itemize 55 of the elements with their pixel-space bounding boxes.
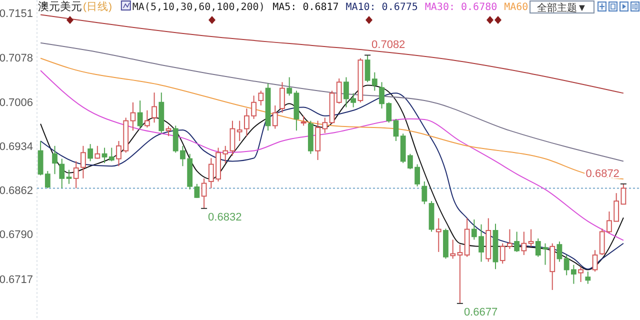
y-tick-label: 0.7006 bbox=[0, 96, 33, 109]
y-tick-label: 0.7151 bbox=[0, 8, 33, 20]
candlestick bbox=[364, 54, 370, 83]
y-tick-label: 0.6717 bbox=[0, 274, 33, 286]
candlestick bbox=[201, 178, 207, 209]
y-tick-label: 0.7078 bbox=[0, 52, 33, 65]
candlestick bbox=[230, 120, 236, 156]
candlestick bbox=[59, 158, 65, 189]
line-series bbox=[40, 70, 624, 241]
candlestick bbox=[102, 147, 108, 164]
candlestick bbox=[144, 110, 150, 128]
candlestick bbox=[137, 100, 143, 130]
candlestick bbox=[556, 241, 562, 262]
annotation: 0.6677 bbox=[464, 306, 498, 318]
text: MA5: 0.6817 bbox=[272, 2, 339, 13]
annotation: 全部主题▼ bbox=[537, 2, 587, 14]
line-series bbox=[40, 14, 624, 94]
candlestick bbox=[372, 72, 378, 92]
candlestick bbox=[272, 104, 278, 130]
candlestick bbox=[585, 271, 591, 284]
candlestick bbox=[422, 180, 428, 205]
candlestick bbox=[578, 266, 584, 282]
text: MA10: 0.6775 bbox=[346, 2, 418, 13]
chart-subtitle: (日线) bbox=[83, 0, 112, 13]
candlestick bbox=[166, 126, 172, 137]
candlestick bbox=[592, 250, 598, 272]
y-tick-label: 0.6790 bbox=[0, 229, 33, 242]
y-tick-label: 0.6934 bbox=[0, 140, 33, 153]
candlestick bbox=[286, 76, 292, 96]
candlestick bbox=[88, 144, 94, 162]
candlestick bbox=[152, 92, 157, 124]
line-series bbox=[40, 58, 624, 180]
candlestick bbox=[521, 231, 527, 256]
chart-title: 澳元美元 bbox=[38, 0, 82, 13]
annotation: 0.6832 bbox=[208, 211, 242, 224]
annotation: MA(5,10,30,60,100,200) bbox=[132, 2, 265, 13]
candlestick bbox=[258, 90, 264, 106]
candlestick bbox=[236, 120, 242, 142]
candlestick bbox=[280, 82, 285, 114]
candlestick bbox=[94, 145, 100, 160]
candlestick bbox=[108, 147, 114, 162]
candlestick bbox=[300, 115, 306, 126]
text: MA30: 0.6780 bbox=[424, 2, 498, 13]
candlestick bbox=[393, 118, 399, 142]
y-tick-label: 0.6862 bbox=[0, 185, 33, 198]
candlestick bbox=[130, 102, 136, 132]
candlestick bbox=[336, 78, 342, 104]
candlestick bbox=[514, 231, 520, 252]
candlestick bbox=[52, 145, 58, 175]
candlestick bbox=[528, 228, 534, 247]
annotation: 0.7082 bbox=[372, 39, 406, 52]
candlestick bbox=[436, 218, 442, 252]
line-series bbox=[40, 42, 624, 162]
candlestick bbox=[66, 169, 72, 184]
text: MA60 bbox=[504, 2, 528, 13]
